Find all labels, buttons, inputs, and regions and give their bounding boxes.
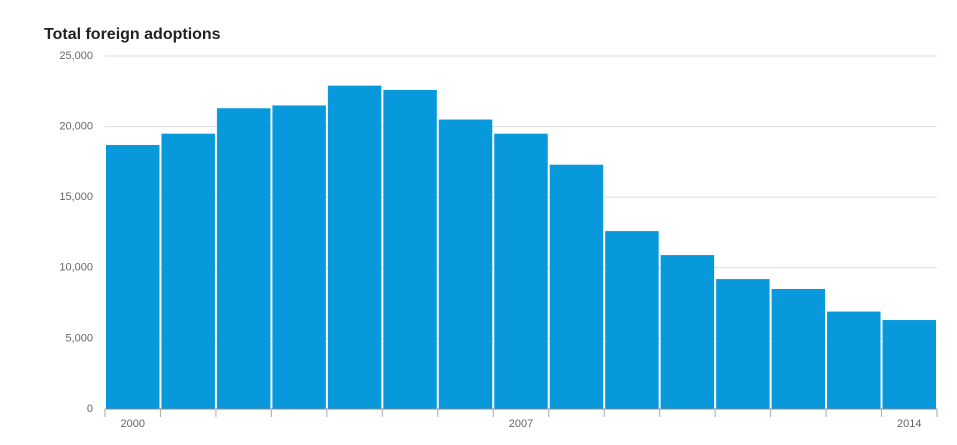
y-tick-label: 0: [87, 403, 93, 415]
bar: [272, 105, 326, 410]
bar: [882, 320, 936, 409]
bar: [771, 288, 826, 409]
bar: [327, 85, 382, 409]
chart-title: Total foreign adoptions: [44, 26, 221, 43]
x-tick-label: 2007: [509, 418, 533, 430]
bar: [827, 311, 881, 409]
y-tick-label: 10,000: [59, 262, 93, 274]
y-tick-label: 25,000: [59, 50, 93, 62]
bar: [216, 108, 271, 409]
bar: [161, 133, 215, 409]
x-tick-label: 2000: [120, 418, 144, 430]
bar: [549, 164, 604, 409]
bar: [605, 231, 659, 409]
bar: [494, 133, 548, 409]
y-tick-label: 5,000: [65, 332, 93, 344]
y-tick-label: 20,000: [59, 121, 93, 133]
bar: [383, 89, 437, 409]
bar: [106, 144, 160, 409]
bar: [716, 279, 770, 409]
bar: [660, 255, 715, 409]
x-tick-label: 2014: [897, 418, 921, 430]
bar: [438, 119, 493, 409]
y-tick-label: 15,000: [59, 191, 93, 203]
